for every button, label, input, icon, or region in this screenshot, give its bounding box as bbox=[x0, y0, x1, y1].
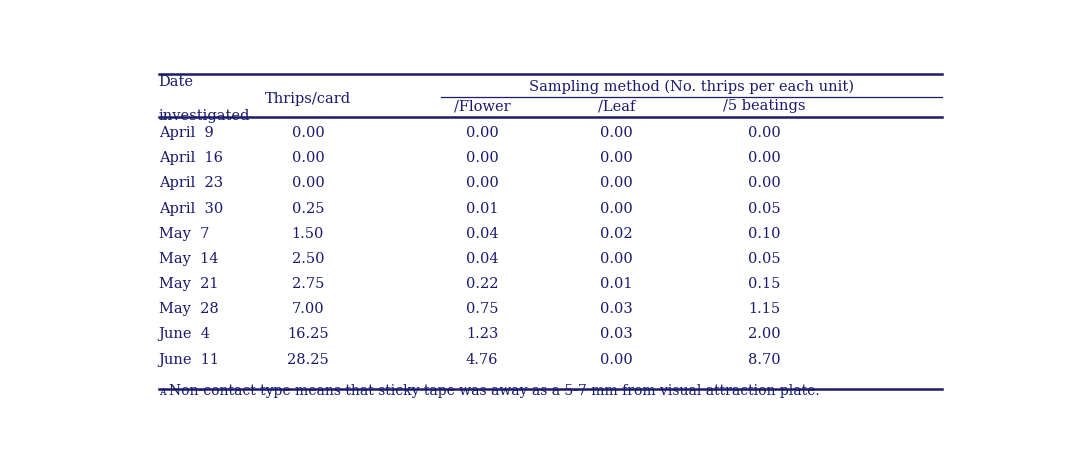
Text: ᴀ: ᴀ bbox=[158, 385, 165, 398]
Text: April  30: April 30 bbox=[158, 202, 223, 216]
Text: 0.75: 0.75 bbox=[465, 302, 499, 316]
Text: 0.05: 0.05 bbox=[748, 252, 780, 266]
Text: 4.76: 4.76 bbox=[465, 353, 499, 367]
Text: 0.04: 0.04 bbox=[465, 252, 499, 266]
Text: April  23: April 23 bbox=[158, 177, 223, 191]
Text: May  28: May 28 bbox=[158, 302, 218, 316]
Text: 0.15: 0.15 bbox=[748, 277, 780, 291]
Text: 0.00: 0.00 bbox=[600, 353, 632, 367]
Text: April  9: April 9 bbox=[158, 126, 213, 140]
Text: 0.00: 0.00 bbox=[748, 151, 780, 165]
Text: 7.00: 7.00 bbox=[292, 302, 324, 316]
Text: Date: Date bbox=[158, 75, 194, 89]
Text: Thrips/card: Thrips/card bbox=[265, 92, 351, 106]
Text: investigated: investigated bbox=[158, 109, 250, 123]
Text: 0.00: 0.00 bbox=[291, 177, 324, 191]
Text: 0.03: 0.03 bbox=[600, 327, 632, 341]
Text: 0.22: 0.22 bbox=[465, 277, 499, 291]
Text: 0.00: 0.00 bbox=[465, 177, 499, 191]
Text: 8.70: 8.70 bbox=[748, 353, 780, 367]
Text: 0.00: 0.00 bbox=[748, 126, 780, 140]
Text: 0.00: 0.00 bbox=[600, 151, 632, 165]
Text: 0.00: 0.00 bbox=[600, 202, 632, 216]
Text: 0.00: 0.00 bbox=[748, 177, 780, 191]
Text: 0.01: 0.01 bbox=[600, 277, 632, 291]
Text: May  14: May 14 bbox=[158, 252, 218, 266]
Text: June  11: June 11 bbox=[158, 353, 219, 367]
Text: 0.00: 0.00 bbox=[291, 126, 324, 140]
Text: May  7: May 7 bbox=[158, 227, 209, 241]
Text: 0.00: 0.00 bbox=[465, 151, 499, 165]
Text: 16.25: 16.25 bbox=[287, 327, 328, 341]
Text: /5 beatings: /5 beatings bbox=[722, 99, 806, 113]
Text: June  4: June 4 bbox=[158, 327, 211, 341]
Text: May  21: May 21 bbox=[158, 277, 218, 291]
Text: 0.10: 0.10 bbox=[748, 227, 780, 241]
Text: 2.00: 2.00 bbox=[748, 327, 780, 341]
Text: 2.75: 2.75 bbox=[292, 277, 324, 291]
Text: Non-contact type means that sticky tape was away as a 5-7 mm from visual attract: Non-contact type means that sticky tape … bbox=[169, 384, 820, 398]
Text: 0.05: 0.05 bbox=[748, 202, 780, 216]
Text: 1.23: 1.23 bbox=[465, 327, 499, 341]
Text: 0.02: 0.02 bbox=[600, 227, 632, 241]
Text: /Leaf: /Leaf bbox=[598, 99, 636, 113]
Text: 1.50: 1.50 bbox=[292, 227, 324, 241]
Text: 0.03: 0.03 bbox=[600, 302, 632, 316]
Text: April  16: April 16 bbox=[158, 151, 223, 165]
Text: 0.00: 0.00 bbox=[600, 252, 632, 266]
Text: 1.15: 1.15 bbox=[748, 302, 780, 316]
Text: Sampling method (No. thrips per each unit): Sampling method (No. thrips per each uni… bbox=[529, 79, 854, 94]
Text: 0.04: 0.04 bbox=[465, 227, 499, 241]
Text: 0.00: 0.00 bbox=[291, 151, 324, 165]
Text: 0.00: 0.00 bbox=[600, 126, 632, 140]
Text: 0.00: 0.00 bbox=[600, 177, 632, 191]
Text: 0.25: 0.25 bbox=[292, 202, 324, 216]
Text: 28.25: 28.25 bbox=[287, 353, 328, 367]
Text: /Flower: /Flower bbox=[454, 99, 510, 113]
Text: 0.00: 0.00 bbox=[465, 126, 499, 140]
Text: 0.01: 0.01 bbox=[465, 202, 499, 216]
Text: 2.50: 2.50 bbox=[292, 252, 324, 266]
